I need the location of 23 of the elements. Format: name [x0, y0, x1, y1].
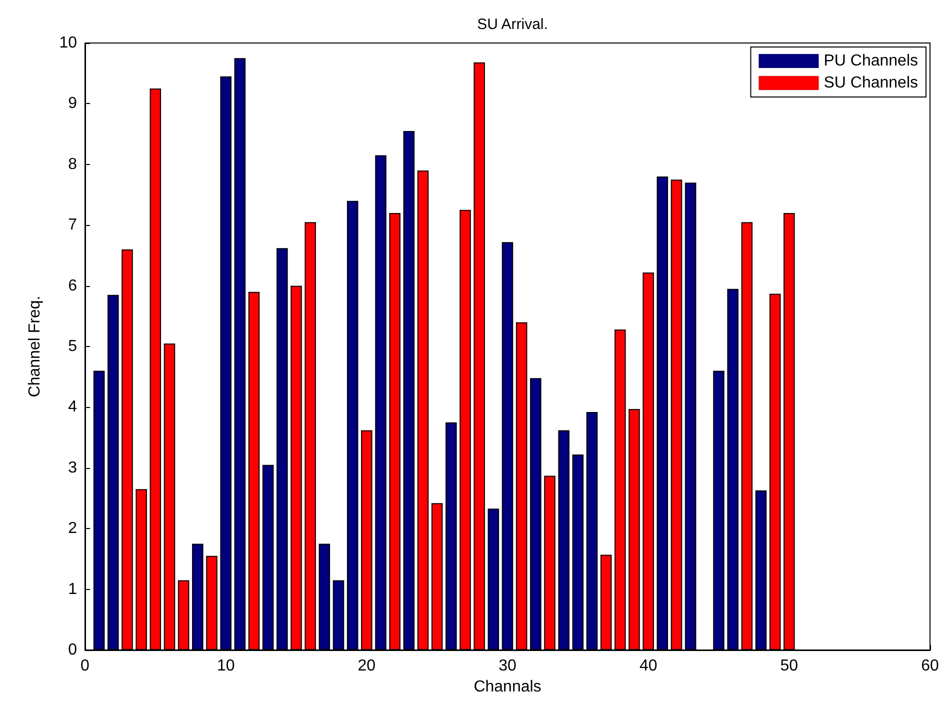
y-tick-label: 3	[68, 459, 78, 476]
x-tick-label: 0	[80, 658, 90, 674]
x-tick-label: 30	[498, 658, 516, 674]
x-axis-title: Channals	[474, 678, 542, 696]
y-axis-title: Channel Freq.	[26, 296, 44, 398]
legend-label: PU Channels	[824, 52, 918, 70]
x-tick-label: 20	[358, 658, 376, 674]
y-tick-label: 2	[68, 520, 78, 538]
y-tick-label: 4	[68, 398, 78, 416]
legend-label: SU Channels	[824, 74, 918, 92]
x-tick-label: 40	[639, 658, 658, 674]
chart-title: SU Arrival.	[477, 16, 548, 33]
x-tick-label: 10	[216, 658, 235, 674]
y-tick-label: 9	[68, 95, 78, 112]
y-tick-label: 1	[68, 580, 78, 598]
y-tick-label: 10	[59, 34, 78, 52]
y-tick-label: 7	[68, 216, 78, 234]
y-tick-label: 8	[68, 156, 78, 173]
y-tick-label: 6	[68, 277, 78, 294]
y-tick-label: 0	[68, 642, 78, 658]
x-tick-label: 50	[780, 658, 798, 674]
y-tick-label: 5	[68, 338, 78, 355]
x-tick-label: 60	[921, 658, 939, 674]
